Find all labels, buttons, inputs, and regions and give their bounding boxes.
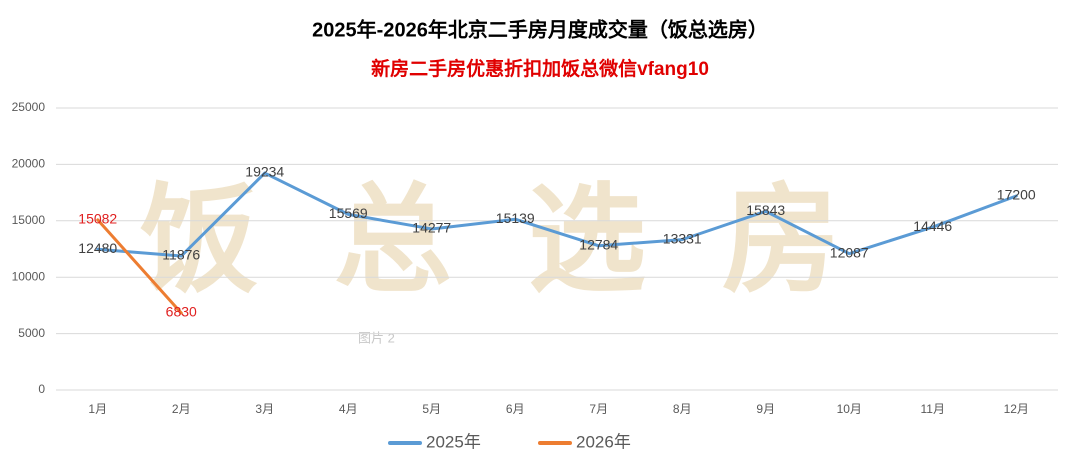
legend-label: 2026年 bbox=[576, 432, 631, 451]
y-tick-label: 5000 bbox=[18, 326, 45, 340]
x-tick-label: 6月 bbox=[506, 402, 525, 416]
x-tick-label: 7月 bbox=[589, 402, 608, 416]
data-label: 15139 bbox=[496, 210, 535, 226]
data-label: 13331 bbox=[663, 230, 702, 246]
y-tick-label: 10000 bbox=[12, 269, 46, 283]
x-tick-label: 11月 bbox=[921, 402, 945, 416]
data-label: 15082 bbox=[78, 211, 117, 227]
chart-title: 2025年-2026年北京二手房月度成交量（饭总选房） bbox=[312, 17, 768, 41]
x-tick-label: 9月 bbox=[756, 402, 775, 416]
series-line bbox=[96, 218, 183, 315]
chart-subtitle: 新房二手房优惠折扣加饭总微信vfang10 bbox=[371, 57, 709, 80]
x-tick-label: 3月 bbox=[255, 402, 274, 416]
y-tick-label: 25000 bbox=[12, 100, 46, 114]
data-label: 14446 bbox=[913, 218, 952, 234]
x-tick-label: 4月 bbox=[339, 402, 358, 416]
data-label: 15569 bbox=[329, 205, 368, 221]
data-label: 12087 bbox=[830, 244, 869, 260]
data-label: 19234 bbox=[245, 164, 284, 180]
data-label: 12480 bbox=[78, 240, 117, 256]
x-tick-label: 5月 bbox=[422, 402, 441, 416]
x-tick-label: 10月 bbox=[837, 402, 862, 416]
data-label: 12784 bbox=[579, 236, 618, 252]
image-caption: 图片 2 bbox=[358, 330, 395, 345]
y-tick-label: 0 bbox=[38, 382, 45, 396]
x-tick-label: 12月 bbox=[1004, 402, 1029, 416]
x-tick-label: 1月 bbox=[88, 402, 107, 416]
x-tick-label: 8月 bbox=[673, 402, 692, 416]
series-line bbox=[96, 171, 1018, 258]
data-label: 17200 bbox=[997, 187, 1036, 203]
data-label: 15843 bbox=[746, 202, 785, 218]
data-label: 6830 bbox=[166, 304, 197, 320]
y-tick-label: 20000 bbox=[12, 157, 46, 171]
data-label: 14277 bbox=[412, 220, 451, 236]
legend-label: 2025年 bbox=[426, 432, 481, 451]
x-tick-label: 2月 bbox=[172, 402, 191, 416]
data-label: 11876 bbox=[162, 247, 200, 263]
y-tick-label: 15000 bbox=[12, 213, 46, 227]
